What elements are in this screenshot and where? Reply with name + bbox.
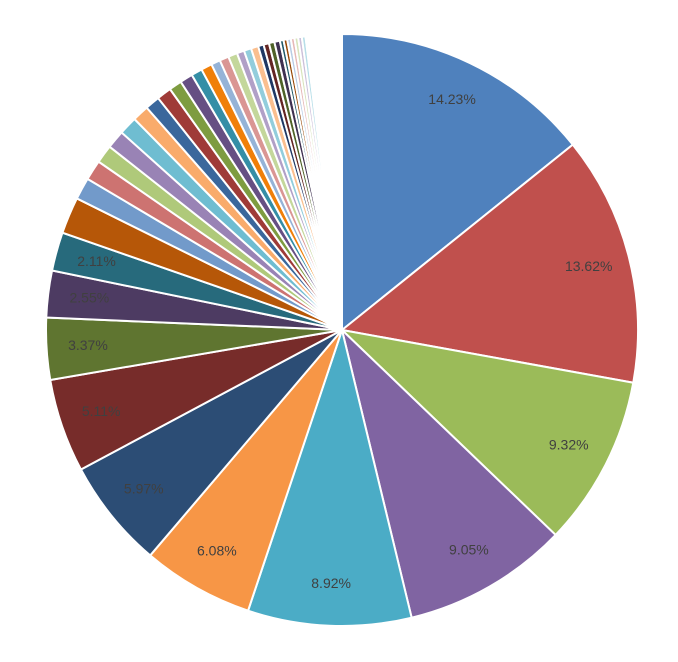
data-label: 13.62% <box>565 258 612 274</box>
data-label: 8.92% <box>311 575 351 591</box>
pie-slice <box>339 143 639 384</box>
data-label: 6.08% <box>197 542 237 558</box>
data-label: 2.11% <box>77 253 116 269</box>
pie-slice <box>341 32 575 333</box>
data-label: 5.97% <box>124 480 164 496</box>
data-label: 5.11% <box>82 403 121 419</box>
pie-slice <box>338 328 635 537</box>
data-label: 3.37% <box>68 337 108 353</box>
pie-slice <box>340 326 558 619</box>
data-label: 9.32% <box>549 436 589 452</box>
pie-slice <box>246 326 413 627</box>
data-label: 2.55% <box>69 290 109 306</box>
data-label: 9.05% <box>449 541 489 557</box>
pie-slice <box>322 32 343 331</box>
data-label: 14.23% <box>428 91 475 107</box>
